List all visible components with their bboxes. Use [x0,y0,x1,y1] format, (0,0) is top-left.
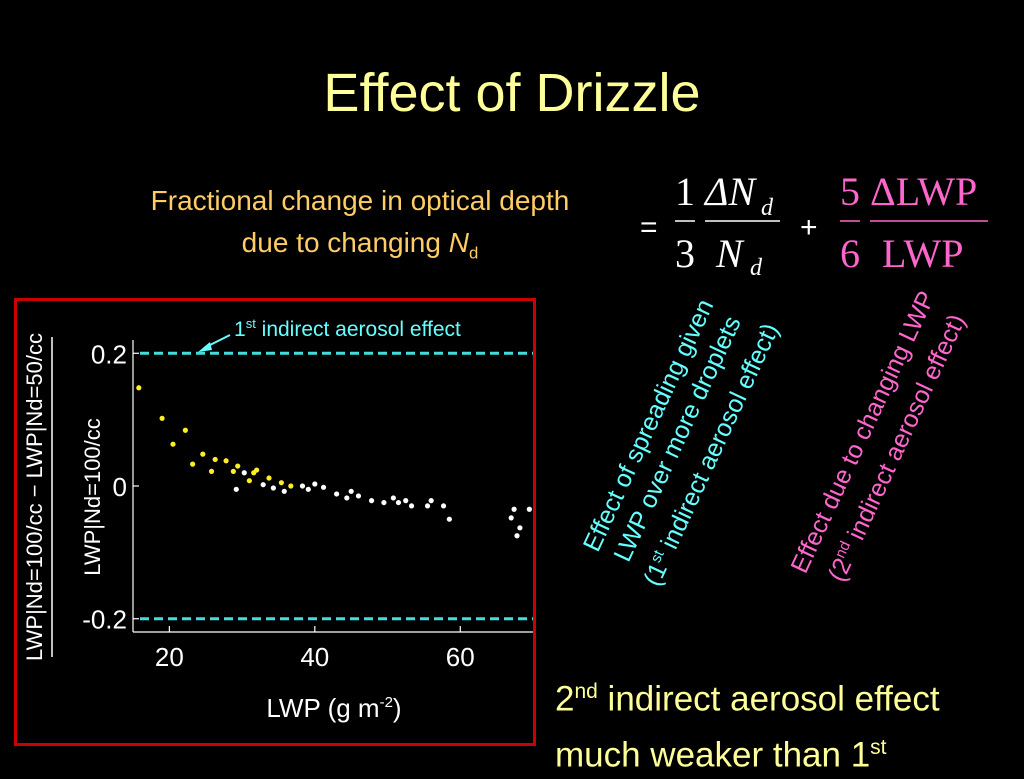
slide-title: Effect of Drizzle [323,63,701,123]
data-point [408,503,415,509]
axes: 20 40 60 -0.2 0 0.2 [82,339,533,672]
fractional-label-line2: due to changing Nd [95,222,625,275]
y-label-numerator: LWP|Nd=100/cc − LWP|Nd=50/cc [22,333,47,661]
conclusion-line1-post: indirect aerosol effect [597,679,940,719]
fractional-label-line1: Fractional change in optical depth [150,185,570,216]
data-point [170,441,176,447]
reference-label-sup: st [246,316,257,331]
term1-delta-sub-den: d [750,255,763,281]
y-axis-label: LWP|Nd=100/cc − LWP|Nd=50/cc LWP|Nd=100/… [22,333,105,661]
term2-delta-numerator: ΔLWP [870,169,977,214]
data-point [281,488,287,494]
data-point [223,458,229,464]
reference-arrow-head [198,342,212,352]
data-point [446,516,452,522]
data-point [230,468,236,474]
conclusion-line2-sup: st [870,735,887,759]
data-point [182,427,188,433]
data-point [312,481,318,487]
x-axis-label: LWP (g m-2) [266,693,401,723]
data-point [440,503,447,509]
data-point [511,506,517,512]
x-label-post: ) [393,693,402,723]
conclusion-line1-sup: nd [574,680,598,703]
y-tick-label: -0.2 [82,605,127,635]
data-point [305,486,311,492]
term1-delta-sub-num: d [761,195,774,221]
data-point [424,503,431,509]
second-effect-annotation: Effect due to changing LWP (2nd indirect… [784,286,977,594]
y-tick-label: 0.2 [91,339,127,369]
term1-delta-numerator: ΔN [703,169,757,214]
data-point [381,499,387,506]
data-point [514,533,520,539]
equation: = 1 3 ΔN d N d + 5 6 ΔLWP LWP [640,169,988,281]
data-point [260,482,266,488]
data-point [428,498,434,504]
conclusion-line2-pre: much weaker than 1 [555,735,871,775]
reference-label-post: indirect aerosol effect [256,318,461,341]
data-point [390,495,396,501]
y-label-denominator: LWP|Nd=100/cc [80,418,105,576]
data-point [270,485,276,491]
data-point [368,498,375,504]
data-point [526,506,532,512]
term2-numerator: 5 [840,169,860,214]
fractional-label-subscript: d [468,243,479,263]
first-effect-annotation: Effect of spreading given LWP over more … [574,289,787,591]
conclusion-line1-pre: 2 [555,679,575,719]
data-point [288,483,294,489]
data-point [208,468,215,474]
data-point [508,515,514,521]
equals-sign: = [640,211,658,244]
plus-sign: + [800,211,818,244]
reference-label-pre: 1 [234,318,246,341]
data-point [403,498,409,504]
data-point [299,483,306,489]
second-effect-line2-pre: (2 [822,553,858,586]
x-label-pre: LWP (g m [266,693,379,723]
x-tick-label: 40 [300,642,329,672]
y-tick-label: 0 [113,472,127,502]
data-point [241,470,247,476]
conclusion-line1: 2nd indirect aerosol effect [555,668,940,724]
data-point [212,456,218,463]
data-point [344,495,350,501]
fractional-label-symbol: N [448,227,469,258]
term1-denominator: 3 [675,231,695,276]
data-point [190,461,196,467]
scatter-chart: LWP|Nd=100/cc − LWP|Nd=50/cc LWP|Nd=100/… [22,316,533,723]
data-point [246,478,252,484]
reference-lines [140,351,533,621]
data-point [254,467,260,473]
data-point [136,385,142,391]
data-point [348,488,354,494]
conclusion-line2: much weaker than 1st [555,724,940,779]
x-label-sup: -2 [380,694,393,711]
term2-denominator: 6 [840,231,860,276]
conclusion-text: 2nd indirect aerosol effect much weaker … [555,668,940,779]
data-point [235,463,241,469]
first-effect-line3-pre: (1 [638,558,673,591]
data-points [136,385,532,539]
reference-label: 1st indirect aerosol effect [234,316,461,341]
fractional-label-prefix: due to changing [241,227,449,258]
plot-frame [14,298,536,746]
data-point [200,451,206,457]
data-point [395,499,402,506]
data-point [159,415,165,421]
data-point [266,475,272,481]
fractional-change-label: Fractional change in optical depth due t… [95,180,625,275]
term1-numerator: 1 [675,169,695,214]
data-point [278,480,284,486]
data-point [355,493,362,499]
data-point [517,525,523,531]
data-point [233,486,239,492]
term2-delta-denominator: LWP [882,231,963,276]
term1-delta-denominator: N [715,231,745,276]
x-tick-label: 20 [155,642,184,672]
data-point [320,484,327,490]
data-point [334,491,340,497]
x-tick-label: 60 [446,642,475,672]
